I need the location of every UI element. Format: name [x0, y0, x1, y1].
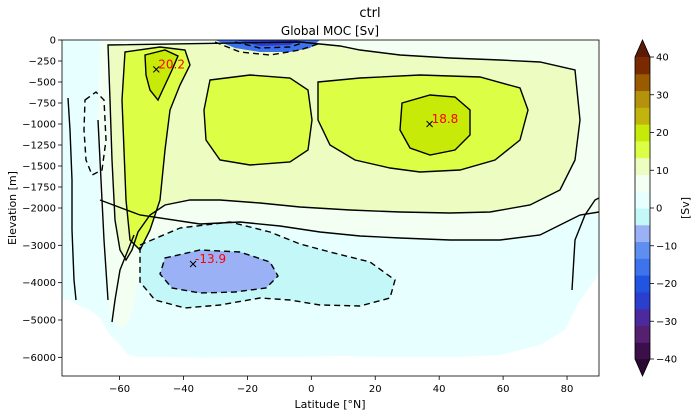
colorbar-segment: [635, 241, 650, 259]
y-axis: 0 −250 −500 −750 −1000 −1250 −1500 −1750 −2000 −3…: [22, 36, 62, 364]
contour-line-negative: [234, 41, 306, 49]
x-tick-label: 40: [433, 384, 446, 395]
contour-line-negative: [159, 249, 279, 294]
extremum-label: -13.9: [195, 252, 226, 266]
contour-line: [99, 199, 599, 241]
colorbar-segment: [635, 325, 650, 343]
colorbar-segment: [635, 208, 650, 226]
x-tick-label: −60: [109, 384, 130, 395]
colorbar-tick-label: 30: [656, 90, 669, 101]
extremum-marker: [152, 66, 160, 73]
x-tick-label: −40: [173, 384, 194, 395]
x-axis: −60 −40 −20 0 20 40 60 80: [109, 376, 573, 395]
colorbar-label: [Sv]: [679, 197, 692, 219]
chart-title: Global MOC [Sv]: [281, 24, 379, 38]
contour-fill-southern-strip: [62, 40, 108, 318]
contour-lines-negative: [83, 41, 396, 309]
extremum-marker: [189, 260, 197, 268]
contour-lines: [67, 41, 599, 323]
x-tick-label: 60: [497, 384, 510, 395]
contour-fill-15-20-a: [400, 95, 470, 155]
colorbar-segment: [635, 174, 650, 192]
colorbar-tick-label: −10: [656, 241, 677, 252]
y-axis-label: Elevation [m]: [6, 171, 19, 245]
colorbar-segment: [635, 90, 650, 108]
y-tick-label: −4000: [22, 278, 56, 289]
y-tick-label: −2000: [22, 204, 56, 215]
y-tick-label: −500: [29, 78, 56, 89]
contour-line-negative: [83, 91, 107, 176]
colorbar-segment: [635, 107, 650, 125]
y-tick-label: −1000: [22, 120, 56, 131]
colorbar-segment: [635, 191, 650, 209]
contour-line: [571, 197, 599, 291]
colorbar-tick-label: 0: [656, 204, 662, 215]
y-tick-label: −250: [29, 57, 56, 68]
colorbar-segment: [635, 308, 650, 326]
x-tick-label: 20: [369, 384, 382, 395]
contour-line: [111, 234, 135, 323]
extremum-label: 18.8: [432, 112, 459, 126]
colorbar-tick-label: 40: [656, 53, 669, 64]
colorbar-tick-label: −20: [656, 279, 677, 290]
colorbar-segment: [635, 258, 650, 276]
colorbar-tick-label: 10: [656, 166, 669, 177]
x-tick-label: −20: [237, 384, 258, 395]
contour-line-negative: [214, 41, 319, 56]
y-tick-label: 0: [50, 36, 56, 47]
contour-line: [107, 41, 581, 262]
y-tick-label: −1500: [22, 162, 56, 173]
colorbar-segment: [635, 291, 650, 310]
x-axis-label: Latitude [°N]: [294, 398, 365, 411]
colorbar-extend-max: [635, 40, 650, 57]
y-tick-label: −750: [29, 99, 56, 110]
colorbar-segment: [635, 140, 650, 159]
contour-fill-10-15-a: [204, 75, 312, 165]
extremum-label: 20.2: [158, 57, 185, 71]
colorbar-segment: [635, 124, 650, 142]
contour-line: [97, 119, 109, 301]
contour-line: [203, 74, 313, 166]
contour-line-negative: [139, 221, 396, 309]
contour-line: [317, 74, 529, 173]
y-tick-label: −3000: [22, 241, 56, 252]
contour-fill-10-15-c: [122, 47, 190, 250]
colorbar-tick-label: −40: [656, 355, 677, 366]
x-tick-label: 0: [308, 384, 314, 395]
y-tick-label: −1750: [22, 183, 56, 194]
extremum-marker: [426, 120, 433, 128]
plot-area: 20.2 18.8 -13.9: [62, 40, 599, 376]
contour-line: [121, 46, 191, 252]
topography-mask: [62, 270, 599, 376]
colorbar-segment: [635, 275, 650, 293]
colorbar-tick-label: −30: [656, 317, 677, 328]
contour-line: [67, 97, 77, 301]
colorbar-segment: [635, 73, 650, 92]
contour-line: [144, 49, 179, 102]
contour-fill-neg-5-10: [160, 250, 278, 293]
colorbar-segment: [635, 157, 650, 175]
colorbar-segment: [635, 342, 650, 360]
colorbar-segment: [635, 224, 650, 243]
y-tick-label: −1250: [22, 141, 56, 152]
figure-suptitle: ctrl: [359, 6, 380, 21]
colorbar-segment: [635, 57, 650, 75]
colorbar-tick-label: 20: [656, 128, 669, 139]
y-tick-label: −5000: [22, 316, 56, 327]
colorbar: 40 30 20 10 0 −10 −20 −30 −40: [634, 39, 677, 377]
contour-fill-15-20-b: [145, 50, 178, 100]
y-tick-label: −6000: [22, 353, 56, 364]
contour-line: [399, 94, 471, 156]
annotations: 20.2 18.8 -13.9: [152, 57, 459, 268]
x-tick-label: 80: [561, 384, 574, 395]
colorbar-extend-min: [635, 359, 650, 376]
